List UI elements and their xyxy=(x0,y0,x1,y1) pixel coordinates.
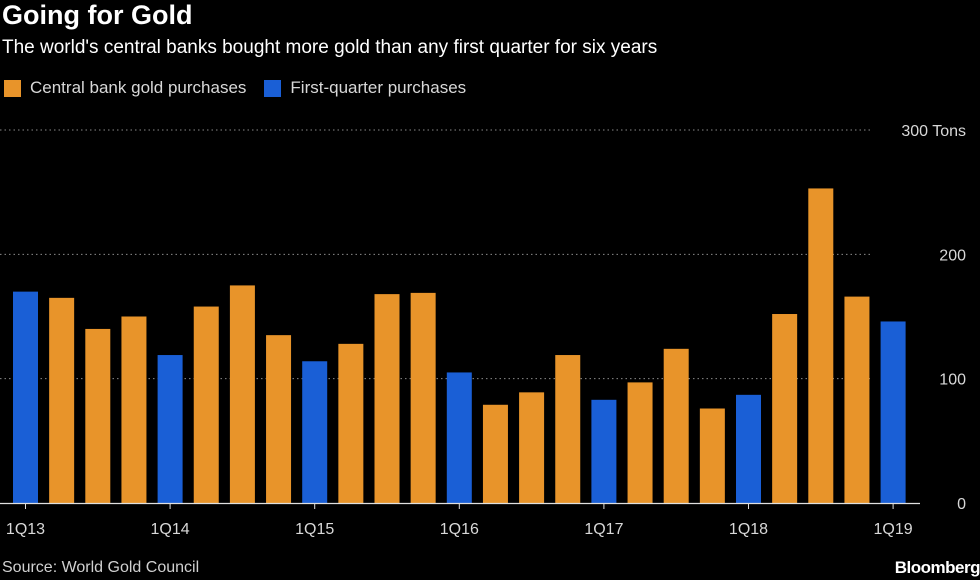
legend-label: First-quarter purchases xyxy=(290,78,467,97)
bar-1q14 xyxy=(157,355,183,503)
x-tick-label: 1Q17 xyxy=(584,521,623,538)
bar-1q17 xyxy=(591,399,617,503)
legend-swatch-blue xyxy=(264,79,282,97)
source-note: Source: World Gold Council xyxy=(2,559,200,576)
bar-3q16 xyxy=(519,392,545,503)
bar-4q17 xyxy=(699,408,725,503)
legend: Central bank gold purchases First-quarte… xyxy=(4,78,484,98)
bar-4q16 xyxy=(555,355,581,503)
bar-2q18 xyxy=(772,314,798,503)
bar-4q13 xyxy=(121,316,147,503)
chart-title: Going for Gold xyxy=(2,0,193,30)
y-tick-label: 100 xyxy=(939,372,966,389)
bar-3q15 xyxy=(374,294,400,503)
bar-3q14 xyxy=(229,285,255,503)
x-tick-label: 1Q15 xyxy=(295,521,334,538)
chart-subtitle: The world's central banks bought more go… xyxy=(2,37,658,58)
legend-item-central-bank: Central bank gold purchases xyxy=(4,78,246,98)
x-tick-label: 1Q13 xyxy=(6,521,45,538)
y-tick-label: 0 xyxy=(957,496,966,513)
legend-swatch-orange xyxy=(4,79,21,97)
x-tick-label: 1Q14 xyxy=(151,521,190,538)
bar-1q19 xyxy=(880,321,906,503)
bar-2q14 xyxy=(193,306,219,503)
bar-3q13 xyxy=(85,328,111,503)
bar-2q13 xyxy=(49,297,75,503)
bar-3q18 xyxy=(808,188,834,504)
legend-label: Central bank gold purchases xyxy=(30,78,247,97)
x-tick-label: 1Q19 xyxy=(874,521,913,538)
bar-2q15 xyxy=(338,343,364,503)
bar-4q14 xyxy=(266,335,292,503)
bar-1q13 xyxy=(13,291,38,503)
bar-1q18 xyxy=(736,394,761,503)
x-tick-label: 1Q16 xyxy=(440,521,479,538)
bar-2q17 xyxy=(627,382,653,503)
y-tick-label: 300 Tons xyxy=(901,123,966,140)
bar-4q18 xyxy=(844,296,870,503)
y-tick-label: 200 xyxy=(939,247,966,264)
bar-3q17 xyxy=(663,348,689,503)
bloomberg-logo: Bloomberg xyxy=(894,558,980,577)
x-tick-label: 1Q18 xyxy=(729,521,768,538)
bar-2q16 xyxy=(482,404,508,503)
legend-item-first-quarter: First-quarter purchases xyxy=(264,78,466,98)
bar-1q16 xyxy=(446,372,472,503)
bar-4q15 xyxy=(410,292,436,503)
bar-1q15 xyxy=(302,361,328,503)
